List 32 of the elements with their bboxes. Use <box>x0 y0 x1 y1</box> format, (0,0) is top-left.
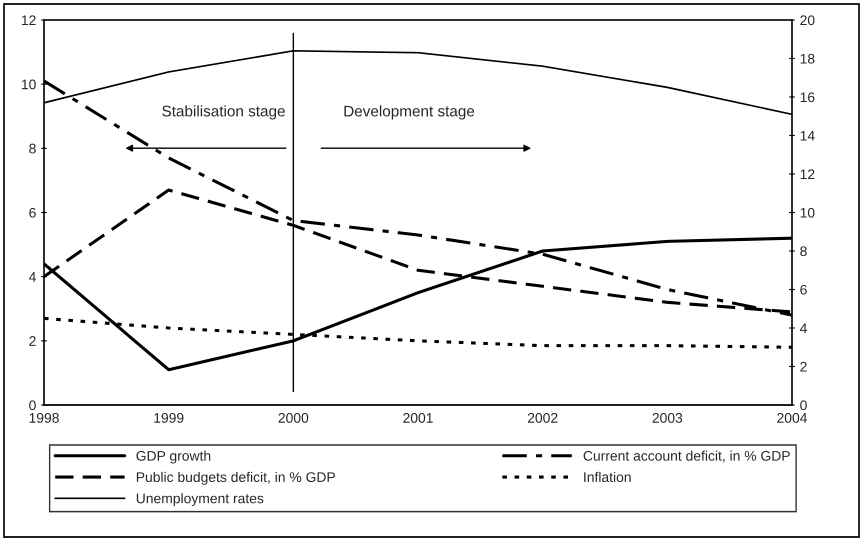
legend-label: Current account deficit, in % GDP <box>584 450 790 462</box>
annotation: Stabilisation stage <box>162 105 285 120</box>
y2-tick-label: 8 <box>800 246 807 256</box>
x-tick-label: 1999 <box>154 413 184 423</box>
y2-tick-label: 20 <box>800 15 815 26</box>
y-tick-label: 12 <box>22 15 36 26</box>
y-tick-label: 8 <box>29 144 36 154</box>
x-tick-label: 2002 <box>528 413 558 423</box>
legend-label: Inflation <box>584 472 631 482</box>
y2-tick-label: 2 <box>800 362 807 372</box>
x-tick-label: 1998 <box>30 413 59 423</box>
y-tick-label: 2 <box>29 336 36 346</box>
y2-tick-label: 12 <box>800 169 814 180</box>
y2-tick-label: 18 <box>800 54 814 64</box>
y2-tick-label: 4 <box>800 323 807 334</box>
x-tick-label: 2000 <box>278 413 308 423</box>
y2-tick-label: 6 <box>800 284 807 295</box>
y2-tick-label: 0 <box>800 400 807 410</box>
legend-label: Public budgets deficit, in % GDP <box>136 472 335 485</box>
y2-tick-label: 10 <box>800 208 815 218</box>
x-tick-label: 2003 <box>652 413 682 423</box>
legend-label: GDP growth <box>136 450 210 464</box>
legend-label: Unemployment rates <box>136 493 264 506</box>
y-tick-label: 4 <box>28 272 36 282</box>
y-tick-label: 0 <box>29 400 36 410</box>
x-tick-label: 2004 <box>777 413 808 423</box>
x-tick-label: 2001 <box>403 413 433 423</box>
annotation: Development stage <box>344 105 474 120</box>
y2-tick-label: 14 <box>800 130 815 141</box>
y2-tick-label: 16 <box>800 92 814 102</box>
y-tick-label: 6 <box>29 208 36 218</box>
y-tick-label: 10 <box>22 80 36 90</box>
